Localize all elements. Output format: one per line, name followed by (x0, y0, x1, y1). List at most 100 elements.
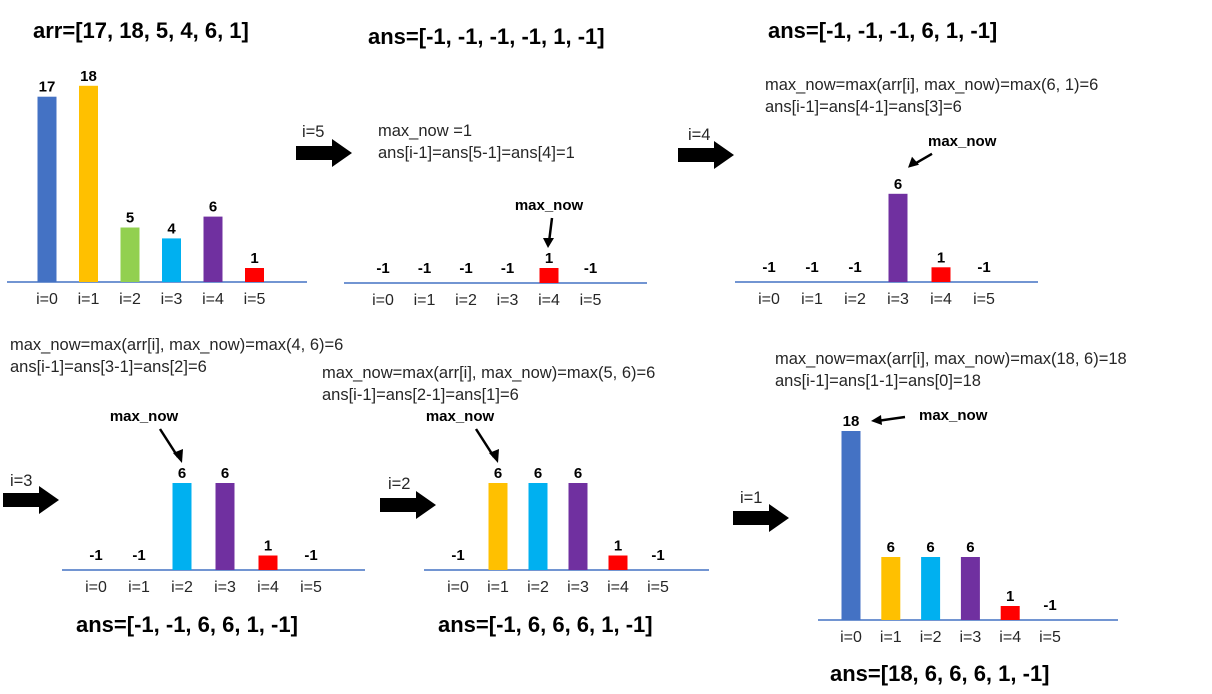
index-label: i=4 (999, 629, 1021, 646)
formula-line: ans[i-1]=ans[5-1]=ans[4]=1 (378, 144, 575, 162)
index-label: i=4 (607, 579, 629, 596)
index-label: i=5 (580, 292, 602, 309)
panel-title: arr=[17, 18, 5, 4, 6, 1] (33, 18, 249, 43)
value-label: 5 (126, 210, 134, 227)
value-label: 6 (534, 465, 542, 482)
formula-line: max_now=max(arr[i], max_now)=max(4, 6)=6 (10, 336, 343, 354)
value-label: -1 (848, 259, 861, 276)
panel-title: ans=[-1, -1, 6, 6, 1, -1] (76, 612, 298, 637)
step-label: i=4 (688, 126, 710, 144)
bar (245, 268, 264, 282)
step-label: i=3 (10, 472, 32, 490)
bar (215, 483, 235, 570)
index-label: i=2 (844, 291, 866, 308)
panel-4: ans=[-1, 6, 6, 6, 1, -1] max_now=max(arr[… (322, 364, 709, 637)
max-now-pointer: max_now (871, 407, 988, 425)
formula-line: ans[i-1]=ans[2-1]=ans[1]=6 (322, 386, 519, 404)
pointer-label: max_now (928, 133, 997, 150)
step-arrow-icon (733, 504, 789, 532)
max-now-pointer: max_now (515, 197, 584, 248)
formula-line: max_now=max(arr[i], max_now)=max(6, 1)=6 (765, 76, 1098, 94)
index-label: i=3 (567, 579, 589, 596)
bar (172, 483, 192, 570)
index-label: i=5 (300, 579, 322, 596)
index-label: i=5 (1039, 629, 1061, 646)
formula-line: ans[i-1]=ans[4-1]=ans[3]=6 (765, 98, 962, 116)
index-label: i=2 (527, 579, 549, 596)
bar (37, 96, 57, 282)
index-label: i=0 (840, 629, 862, 646)
index-label: i=0 (85, 579, 107, 596)
step-label: i=5 (302, 123, 324, 141)
value-label: -1 (651, 547, 664, 564)
index-label: i=4 (538, 292, 560, 309)
value-label: 18 (80, 68, 97, 85)
bar (120, 227, 140, 282)
index-label: i=3 (161, 291, 183, 308)
bar (539, 268, 559, 283)
step-label: i=1 (740, 489, 762, 507)
value-label: 6 (494, 465, 502, 482)
value-label: 6 (178, 465, 186, 482)
index-label: i=2 (920, 629, 942, 646)
value-label: -1 (501, 260, 514, 277)
bar (79, 85, 98, 282)
panel-title: ans=[-1, -1, -1, -1, 1, -1] (368, 24, 605, 49)
value-label: 17 (39, 79, 56, 96)
pointer-arrow-icon (489, 449, 499, 463)
index-label: i=3 (497, 292, 519, 309)
value-label: 1 (264, 538, 272, 555)
index-label: i=1 (128, 579, 150, 596)
step-arrow-icon (3, 486, 59, 514)
panel-2: ans=[-1, -1, -1, 6, 1, -1] max_now=max(ar… (678, 18, 1098, 308)
step-arrow-icon (678, 141, 734, 169)
index-label: i=1 (414, 292, 436, 309)
value-label: 1 (545, 250, 553, 267)
index-label: i=0 (372, 292, 394, 309)
step-label: i=2 (388, 475, 410, 493)
index-label: i=3 (887, 291, 909, 308)
panel-5: ans=[18, 6, 6, 6, 1, -1] max_now=max(arr[… (733, 350, 1127, 686)
index-label: i=0 (758, 291, 780, 308)
bar (881, 557, 901, 620)
bar (203, 216, 223, 282)
value-label: -1 (304, 547, 317, 564)
index-label: i=2 (171, 579, 193, 596)
value-label: -1 (1043, 597, 1056, 614)
max-now-pointer: max_now (426, 408, 499, 463)
bar (931, 267, 951, 282)
panel-1: ans=[-1, -1, -1, -1, 1, -1] max_now =1 ans… (296, 24, 647, 309)
index-label: i=5 (647, 579, 669, 596)
index-label: i=0 (36, 291, 58, 308)
pointer-arrow-icon (543, 238, 554, 248)
bar (608, 555, 628, 570)
pointer-arrow-icon (173, 449, 183, 463)
max-now-pointer: max_now (110, 408, 183, 463)
bar (162, 238, 181, 282)
value-label: 6 (209, 199, 217, 216)
index-label: i=1 (487, 579, 509, 596)
value-label: -1 (89, 547, 102, 564)
value-label: 6 (887, 539, 895, 556)
formula-line: max_now=max(arr[i], max_now)=max(18, 6)=… (775, 350, 1127, 368)
value-label: -1 (977, 259, 990, 276)
index-label: i=4 (202, 291, 224, 308)
index-label: i=1 (880, 629, 902, 646)
index-label: i=3 (960, 629, 982, 646)
bar (921, 557, 941, 620)
index-label: i=4 (257, 579, 279, 596)
value-label: -1 (376, 260, 389, 277)
value-label: -1 (418, 260, 431, 277)
value-label: -1 (805, 259, 818, 276)
value-label: 1 (250, 250, 258, 267)
value-label: 6 (926, 539, 934, 556)
bar (888, 193, 908, 282)
formula-line: max_now=max(arr[i], max_now)=max(5, 6)=6 (322, 364, 655, 382)
index-label: i=5 (973, 291, 995, 308)
value-label: -1 (459, 260, 472, 277)
bar (528, 483, 548, 570)
panel-0: arr=[17, 18, 5, 4, 6, 1] 17 i=0 18 i=1 5 i=2 4 i… (7, 18, 307, 308)
bar (1000, 606, 1020, 620)
step-arrow-icon (296, 139, 352, 167)
